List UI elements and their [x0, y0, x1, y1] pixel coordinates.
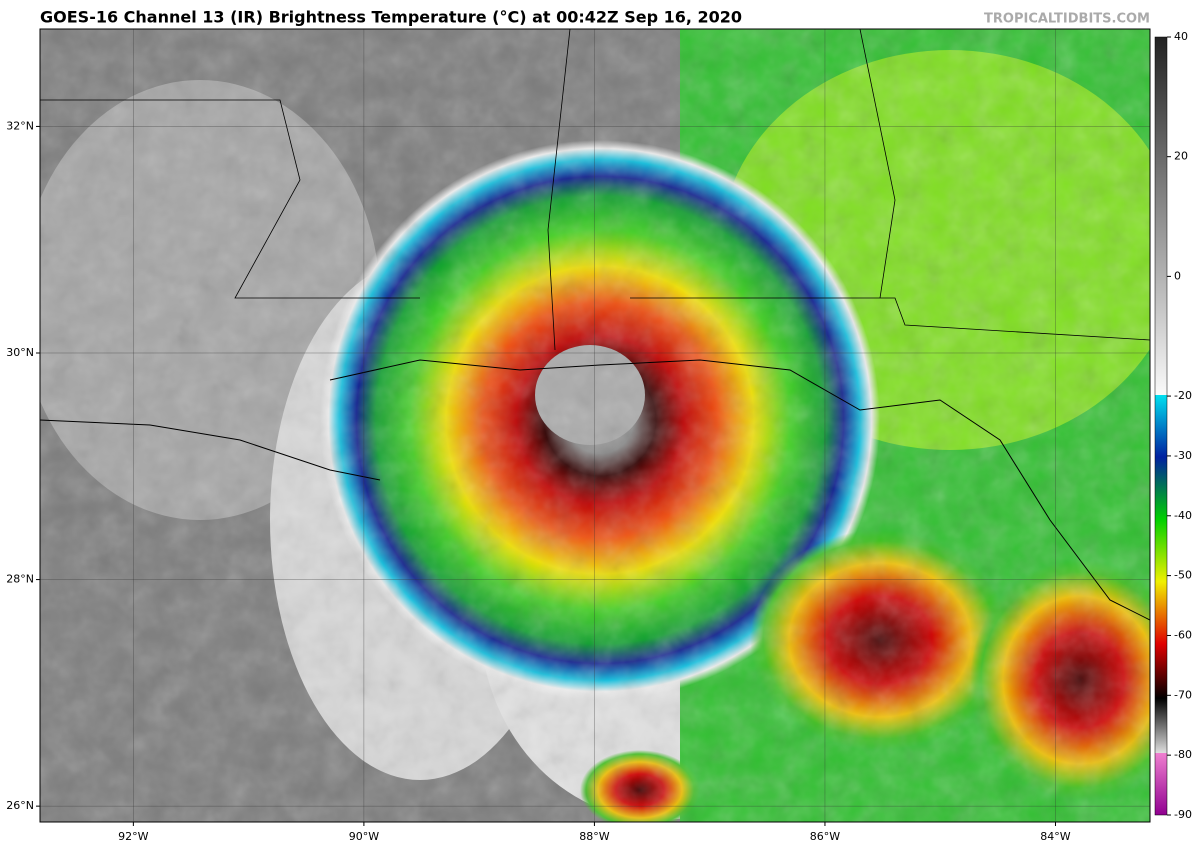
colorbar-label: -50	[1174, 569, 1192, 582]
imagery	[40, 29, 1150, 822]
lon-label: 90°W	[349, 830, 379, 843]
colorbar-label: -40	[1174, 509, 1192, 522]
lon-label: 92°W	[118, 830, 148, 843]
lat-label: 26°N	[6, 799, 34, 812]
lon-label: 88°W	[579, 830, 609, 843]
colorbar-label: -80	[1174, 748, 1192, 761]
graticule	[40, 29, 1150, 822]
lat-label: 32°N	[6, 119, 34, 132]
colorbar-label: 40	[1174, 30, 1188, 43]
lon-label: 86°W	[810, 830, 840, 843]
colorbar-label: -60	[1174, 628, 1192, 641]
borders	[40, 29, 1150, 351]
lon-label: 84°W	[1040, 830, 1070, 843]
title: GOES-16 Channel 13 (IR) Brightness Tempe…	[40, 8, 742, 27]
colorbar-label: -90	[1174, 808, 1192, 821]
colorbar-label: 0	[1174, 269, 1181, 282]
colorbar-label: -20	[1174, 389, 1192, 402]
map-frame	[39, 28, 1151, 823]
colorbar-label: 20	[1174, 150, 1188, 163]
lat-label: 30°N	[6, 346, 34, 359]
colorbar-label: -30	[1174, 449, 1192, 462]
lat-label: 28°N	[6, 573, 34, 586]
colorbar-label: -70	[1174, 688, 1192, 701]
colorbar	[1154, 36, 1168, 816]
credit: TROPICALTIDBITS.COM	[984, 12, 1150, 27]
